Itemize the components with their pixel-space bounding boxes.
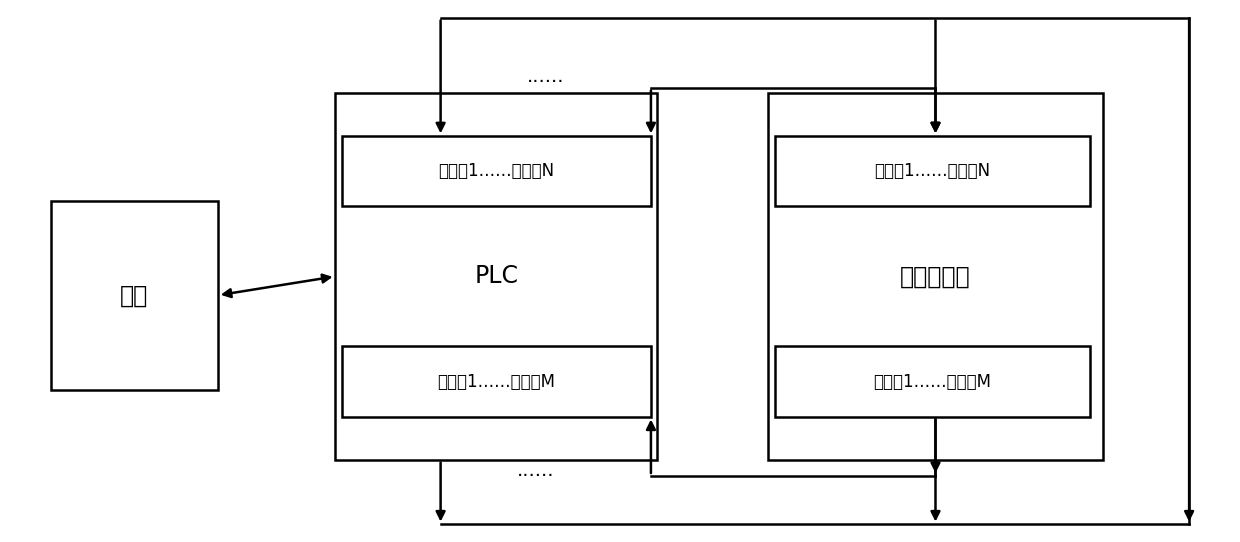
Text: PLC: PLC [474, 264, 518, 288]
Text: ......: ...... [527, 67, 564, 86]
FancyBboxPatch shape [342, 136, 651, 207]
FancyBboxPatch shape [769, 93, 1102, 460]
Text: 输出点1……输出点M: 输出点1……输出点M [873, 372, 992, 391]
FancyBboxPatch shape [342, 346, 651, 417]
Text: 扶梯主控板: 扶梯主控板 [900, 264, 971, 288]
Text: 输出点1……输出点N: 输出点1……输出点N [438, 162, 554, 180]
FancyBboxPatch shape [775, 346, 1090, 417]
Text: 输入点1……输入点M: 输入点1……输入点M [438, 372, 556, 391]
FancyBboxPatch shape [51, 201, 218, 390]
Text: 终端: 终端 [120, 283, 149, 307]
Text: 输入点1……输入点N: 输入点1……输入点N [874, 162, 991, 180]
Text: ......: ...... [517, 461, 554, 480]
FancyBboxPatch shape [775, 136, 1090, 207]
FancyBboxPatch shape [336, 93, 657, 460]
